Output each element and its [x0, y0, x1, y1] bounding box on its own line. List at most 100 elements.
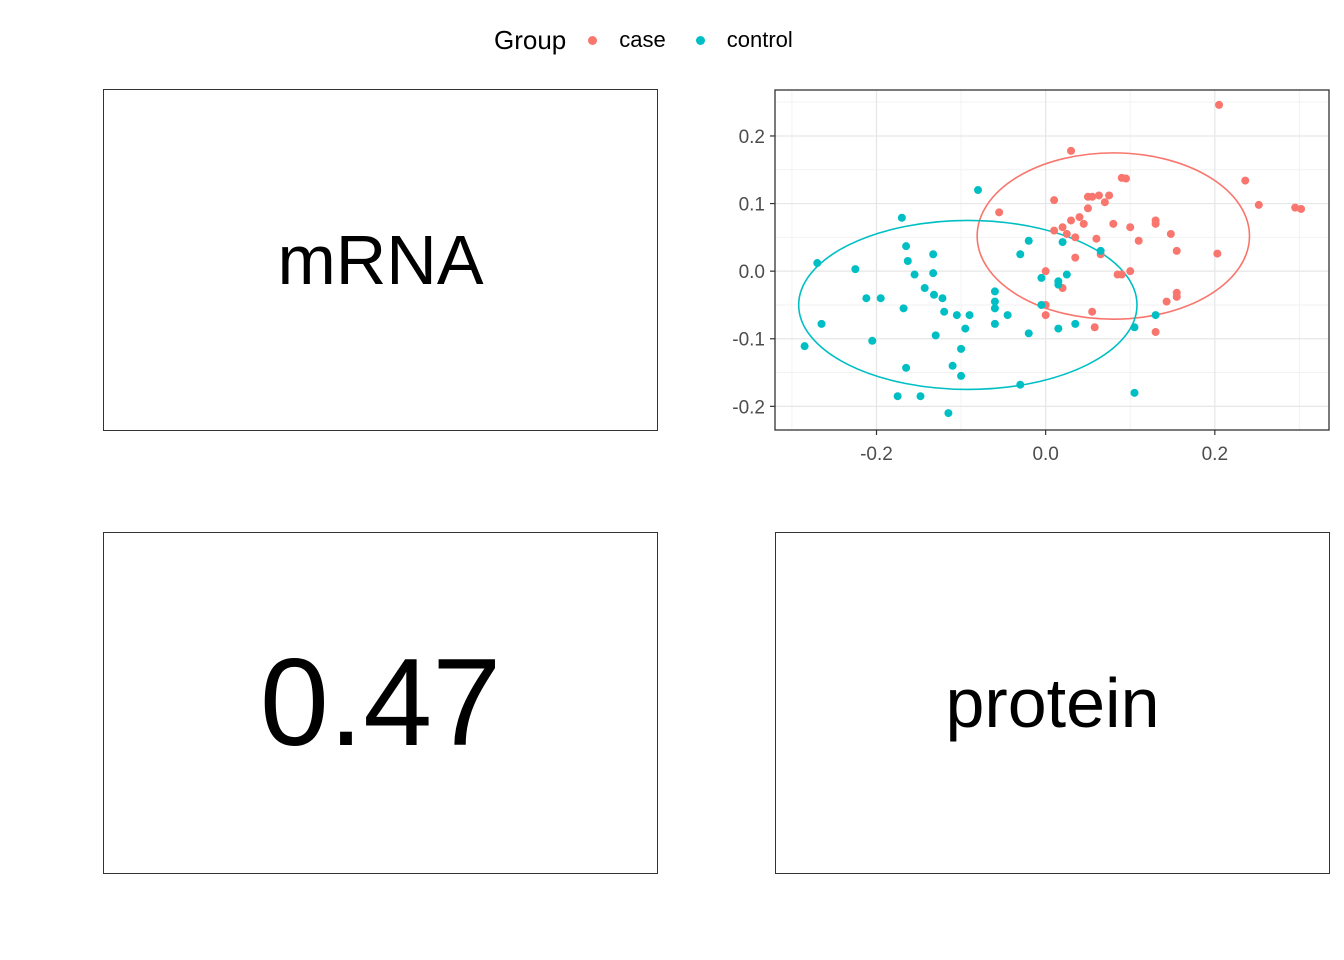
point-case — [1172, 246, 1181, 255]
point-case — [1083, 192, 1092, 201]
panel-mrna: mRNA — [103, 89, 658, 431]
legend-label-case: case — [619, 27, 666, 52]
point-case — [1151, 327, 1160, 336]
point-control — [1037, 300, 1046, 309]
point-control — [897, 213, 906, 222]
point-control — [1130, 323, 1139, 332]
point-case — [1050, 196, 1059, 205]
point-control — [929, 250, 938, 259]
plot-border — [774, 89, 1330, 431]
point-case — [1105, 191, 1114, 200]
x-tick-label: 0.2 — [1202, 444, 1228, 465]
point-control — [990, 304, 999, 313]
ellipse-case — [976, 152, 1251, 320]
point-case — [1172, 292, 1181, 301]
ellipse-control — [797, 219, 1138, 391]
legend: Group case control — [494, 22, 823, 58]
legend-label-control: control — [726, 27, 793, 52]
point-case — [1126, 267, 1135, 276]
point-control — [1024, 236, 1033, 245]
point-control — [965, 311, 974, 320]
point-control — [902, 363, 911, 372]
y-tick-label: 0.0 — [739, 262, 765, 283]
point-case — [1126, 223, 1135, 232]
point-case — [1062, 229, 1071, 238]
point-control — [944, 409, 953, 418]
panel-protein: protein — [775, 532, 1330, 874]
point-control — [817, 319, 826, 328]
point-case — [1241, 176, 1250, 185]
panel-protein-label: protein — [945, 664, 1160, 742]
point-control — [893, 392, 902, 401]
point-case — [1041, 267, 1050, 276]
point-control — [851, 265, 860, 274]
point-control — [957, 344, 966, 353]
point-case — [1067, 216, 1076, 225]
point-control — [1016, 250, 1025, 259]
point-control — [931, 331, 940, 340]
point-case — [1100, 198, 1109, 207]
point-case — [1122, 174, 1131, 183]
point-case — [1162, 297, 1171, 306]
panel-mrna-label: mRNA — [277, 221, 484, 299]
point-case — [1254, 200, 1263, 209]
point-control — [1058, 238, 1067, 247]
point-control — [940, 307, 949, 316]
panel-correlation: 0.47 — [103, 532, 658, 874]
point-control — [990, 319, 999, 328]
point-case — [1079, 219, 1088, 228]
point-control — [961, 324, 970, 333]
point-control — [929, 269, 938, 278]
point-case — [1151, 219, 1160, 228]
point-control — [1062, 270, 1071, 279]
point-control — [990, 287, 999, 296]
y-tick-label: -0.2 — [732, 397, 765, 418]
point-control — [1054, 324, 1063, 333]
point-control — [916, 392, 925, 401]
legend-item-case: case — [588, 27, 666, 53]
point-control — [910, 270, 919, 279]
legend-key-case — [588, 35, 598, 45]
point-control — [957, 371, 966, 380]
point-control — [899, 304, 908, 313]
point-case — [1058, 223, 1067, 232]
point-case — [1067, 146, 1076, 155]
point-case — [1071, 253, 1080, 262]
point-control — [1037, 273, 1046, 282]
point-case — [1109, 219, 1118, 228]
y-tick-label: 0.2 — [739, 127, 765, 148]
point-case — [1041, 311, 1050, 320]
point-case — [1050, 226, 1059, 235]
point-case — [1117, 270, 1126, 279]
point-case — [1075, 213, 1084, 222]
point-control — [948, 361, 957, 370]
legend-title: Group — [494, 24, 567, 55]
point-control — [930, 290, 939, 299]
point-control — [938, 294, 947, 303]
point-control — [876, 294, 885, 303]
point-case — [1297, 204, 1306, 213]
scatter-plot: -0.2 0.0 0.2 -0.2 -0.1 0.0 0.1 0.2 — [732, 89, 1330, 465]
point-control — [902, 242, 911, 251]
point-case — [1088, 307, 1097, 316]
point-control — [920, 284, 929, 293]
point-control — [1130, 388, 1139, 397]
point-control — [952, 311, 961, 320]
correlation-value: 0.47 — [259, 634, 502, 772]
point-case — [1213, 249, 1222, 258]
legend-item-control: control — [695, 27, 793, 53]
y-tick-label: -0.1 — [732, 330, 765, 351]
point-case — [1134, 236, 1143, 245]
point-case — [1083, 204, 1092, 213]
point-case — [1094, 191, 1103, 200]
point-control — [862, 294, 871, 303]
point-case — [1166, 229, 1175, 238]
point-control — [800, 342, 809, 351]
point-control — [1016, 380, 1025, 389]
point-case — [1090, 323, 1099, 332]
x-tick-label: 0.0 — [1032, 444, 1058, 465]
legend-key-control — [695, 35, 705, 45]
point-control — [868, 336, 877, 345]
point-control — [973, 186, 982, 195]
point-case — [1071, 233, 1080, 242]
